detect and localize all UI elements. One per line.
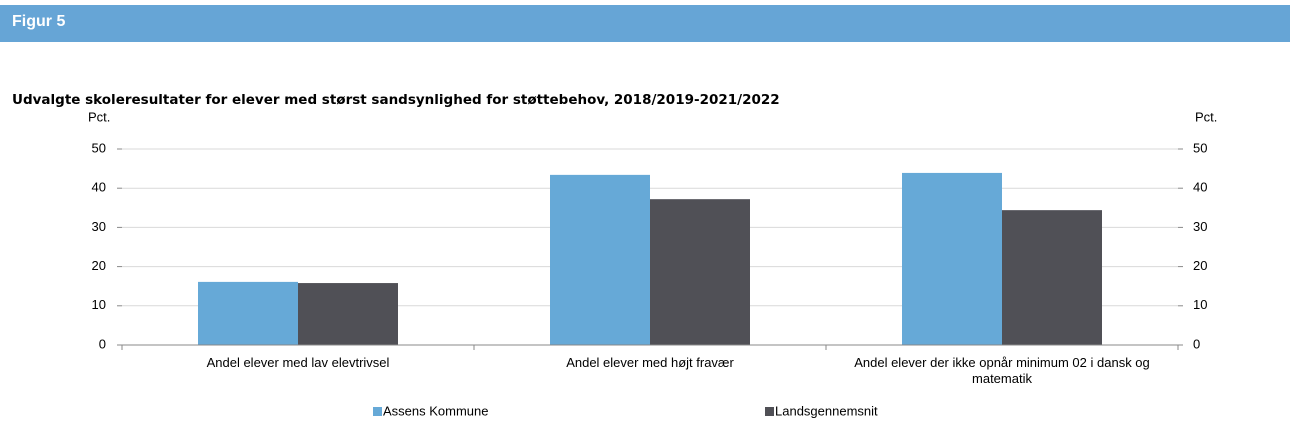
y-tick-label: 20 [92,258,106,273]
bar [650,199,750,345]
x-tick-label: Andel elever der ikke opnår minimum 02 i… [854,355,1150,386]
legend-label: Assens Kommune [383,403,489,418]
bar [550,174,650,345]
y-tick-label: 0 [99,336,106,351]
y-tick-label: 10 [92,297,106,312]
y-axis-label: Pct. [88,109,110,124]
y2-tick-label: 40 [1193,180,1207,195]
legend-label: Landsgennemsnit [775,403,878,418]
legend-swatch [765,407,774,416]
chart-title: Udvalgte skoleresultater for elever med … [12,92,780,108]
bar [198,281,298,345]
bar [1002,210,1102,345]
y-tick-label: 40 [92,180,106,195]
y-tick-label: 30 [92,219,106,234]
y2-tick-label: 50 [1193,140,1207,155]
y-tick-label: 50 [92,140,106,155]
header-title: Figur 5 [12,13,66,30]
x-tick-label: Andel elever med højt fravær [566,355,734,370]
x-tick-label: Andel elever med lav elevtrivsel [206,355,390,370]
y2-tick-label: 0 [1193,336,1200,351]
bar [902,172,1002,345]
y2-axis-label: Pct. [1195,109,1217,124]
header-bar: Figur 5 [0,5,1290,42]
y2-tick-label: 10 [1193,297,1207,312]
y2-tick-label: 30 [1193,219,1207,234]
y2-tick-label: 20 [1193,258,1207,273]
legend-swatch [373,407,382,416]
bar [298,283,398,345]
